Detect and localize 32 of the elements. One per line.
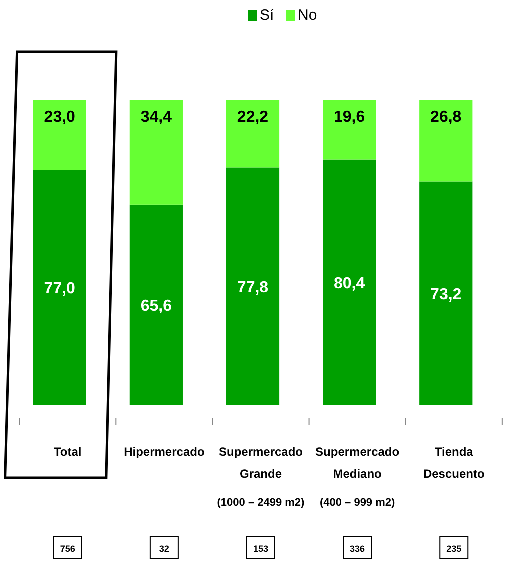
bar	[33, 170, 86, 405]
text: 153	[253, 544, 269, 554]
data-label: 19,6	[334, 109, 366, 126]
data-label: 22,2	[237, 109, 269, 126]
bar	[33, 100, 86, 170]
data-label: 26,8	[430, 109, 462, 126]
bar	[420, 100, 473, 182]
legend-label: Sí	[260, 7, 276, 24]
data-label: 65,6	[140, 298, 172, 315]
bar	[226, 100, 280, 168]
bar	[226, 168, 280, 405]
x-tick-label: Total	[54, 445, 82, 459]
bar	[323, 160, 376, 405]
text: 32	[159, 544, 170, 554]
text: 336	[350, 544, 366, 554]
category-label: Supermercado Grande (1000 – 2499 m2)	[217, 445, 305, 509]
bar	[130, 204, 183, 405]
x-tick-label: Hipermercado	[124, 445, 205, 459]
text: 756	[60, 544, 76, 554]
x-tick-label: Tienda Descuento	[423, 445, 485, 481]
text: 235	[446, 544, 462, 554]
data-label: 77,0	[44, 280, 76, 298]
data-label: 77,8	[237, 279, 269, 296]
legend-label: No	[298, 7, 318, 24]
bar	[420, 182, 473, 405]
data-label: 23,0	[44, 109, 76, 126]
data-label: 80,4	[334, 275, 366, 292]
category-label: Supermercado Mediano (400 – 999 m2)	[316, 445, 400, 509]
data-label: 73,2	[430, 286, 462, 304]
bar	[323, 100, 376, 160]
data-label: 34,4	[140, 109, 172, 126]
bar	[130, 100, 183, 205]
